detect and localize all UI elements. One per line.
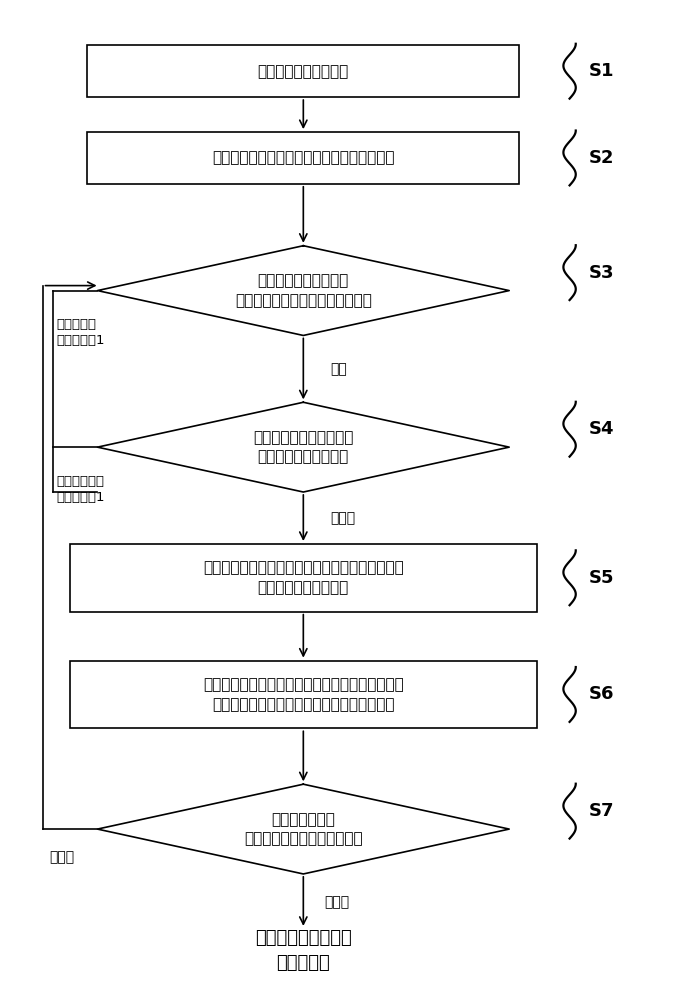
- Text: S7: S7: [589, 802, 615, 820]
- Text: S6: S6: [589, 685, 615, 703]
- Text: S4: S4: [589, 420, 615, 438]
- Text: 从种子点开始磁力标记所述矢量化的树冠边界范围
内的栅格单元，得到磁力标记的树冠栅格单元: 从种子点开始磁力标记所述矢量化的树冠边界范围 内的栅格单元，得到磁力标记的树冠栅…: [203, 677, 404, 712]
- Text: 无效，栅格
单元索引加1: 无效，栅格 单元索引加1: [56, 318, 105, 347]
- Text: 完整的磁力标记树冠
矢量化边界: 完整的磁力标记树冠 矢量化边界: [255, 929, 351, 972]
- Text: 将当前栅格单元作为种子点，以种子点为初始点获
得矢量化的树冠边界点: 将当前栅格单元作为种子点，以种子点为初始点获 得矢量化的树冠边界点: [203, 560, 404, 595]
- Text: 根据栅格单元索引判断
当前栅格单元的树冠编码是否有效: 根据栅格单元索引判断 当前栅格单元的树冠编码是否有效: [235, 273, 372, 308]
- Bar: [70, 661, 537, 728]
- Bar: [88, 45, 520, 97]
- Text: 判断是否完成了
所有树冠栅格单元的磁力标记: 判断是否完成了 所有树冠栅格单元的磁力标记: [244, 812, 362, 846]
- Text: 未完成: 未完成: [50, 850, 74, 864]
- Text: 根据树冠编码栅格数据，新建树冠标记栅格层: 根据树冠编码栅格数据，新建树冠标记栅格层: [212, 150, 395, 165]
- Text: S2: S2: [589, 149, 615, 167]
- Text: 已标记，栅格
单元索引加1: 已标记，栅格 单元索引加1: [56, 475, 105, 504]
- Text: S5: S5: [589, 569, 615, 587]
- Text: 读取栅格编码栅格数据: 读取栅格编码栅格数据: [258, 64, 349, 79]
- Text: 已完成: 已完成: [324, 895, 349, 909]
- Bar: [70, 544, 537, 612]
- Text: S1: S1: [589, 62, 615, 80]
- Text: 有效: 有效: [331, 362, 347, 376]
- Bar: [88, 132, 520, 184]
- Text: S3: S3: [589, 264, 615, 282]
- Text: 根据树冠标记栅格层判断
当前栅格单元是否标记: 根据树冠标记栅格层判断 当前栅格单元是否标记: [253, 430, 353, 465]
- Text: 未标记: 未标记: [331, 511, 356, 525]
